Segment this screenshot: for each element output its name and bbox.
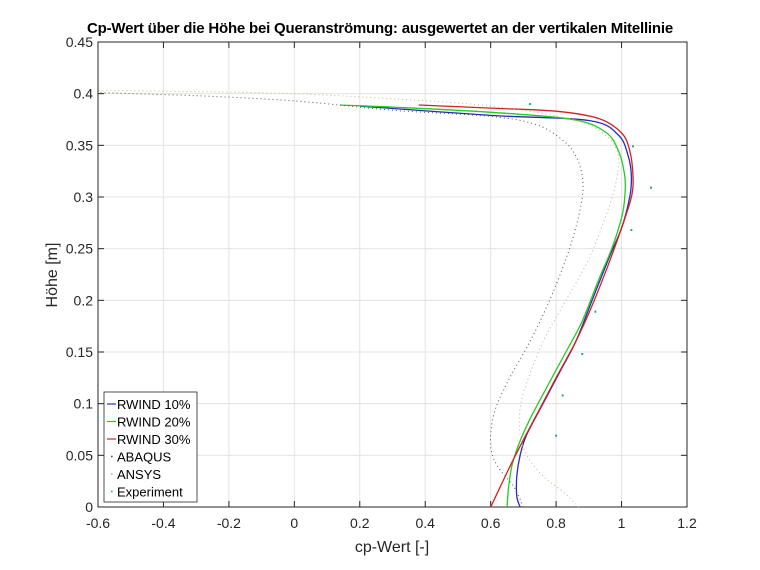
x-tick-label: -0.2 [217,515,241,531]
x-tick-label: 0.4 [415,515,435,531]
x-tick-labels: -0.6 -0.4 -0.2 0 0.2 0.4 0.6 0.8 1 1.2 [86,515,697,531]
y-tick-label: 0.25 [66,241,93,257]
axis-ticks [97,41,688,508]
y-tick-label: 0.35 [66,137,93,153]
experiment-point [555,434,558,437]
series-rwind-10 [359,105,633,508]
y-tick-labels: 0 0.05 0.1 0.15 0.2 0.25 0.3 0.35 0.4 0.45 [66,34,93,515]
experiment-point [594,310,597,313]
legend-label: ANSYS [117,467,161,482]
x-tick-label: -0.4 [151,515,175,531]
data-series [97,90,653,508]
x-tick-label: -0.6 [86,515,110,531]
x-tick-label: 0.6 [481,515,501,531]
experiment-point [528,103,531,105]
axes-box [97,41,688,508]
y-tick-label: 0.3 [74,189,94,205]
experiment-point [630,229,633,232]
legend-box [103,391,198,503]
series-rwind-20 [340,104,627,508]
x-tick-label: 1 [618,515,626,531]
legend-label: RWIND 20% [117,415,191,430]
x-tick-label: 0.2 [350,515,370,531]
x-tick-label: 0 [290,515,298,531]
experiment-point [561,394,564,397]
y-tick-label: 0.15 [66,344,93,360]
legend-swatch [111,455,113,458]
y-tick-label: 0.2 [74,292,94,308]
legend-label: RWIND 30% [117,432,191,447]
y-tick-label: 0.1 [74,396,94,412]
series-abaqus [97,92,584,508]
legend-label: RWIND 10% [117,397,191,412]
experiment-point [650,186,653,189]
legend-swatch [111,473,113,475]
series-ansys [97,90,620,508]
legend-label: Experiment [117,485,183,500]
experiment-point [581,353,584,356]
series-rwind-30 [418,104,634,508]
legend: RWIND 10% RWIND 20% RWIND 30% ABAQUS ANSYS Ex… [103,391,198,503]
x-tick-label: 0.8 [546,515,566,531]
experiment-point [632,145,635,148]
legend-label: ABAQUS [117,450,172,465]
x-tick-label: 1.2 [677,515,697,531]
y-tick-label: 0.05 [66,447,93,463]
x-axis-label: cp-Wert [-] [355,539,429,556]
y-tick-label: 0.4 [74,86,94,102]
chart-title: Cp-Wert über die Höhe bei Queranströmung… [87,20,673,37]
legend-swatch [111,490,113,493]
y-axis-label: Höhe [m] [44,243,61,308]
y-tick-label: 0.45 [66,34,93,50]
y-tick-label: 0 [85,499,93,515]
